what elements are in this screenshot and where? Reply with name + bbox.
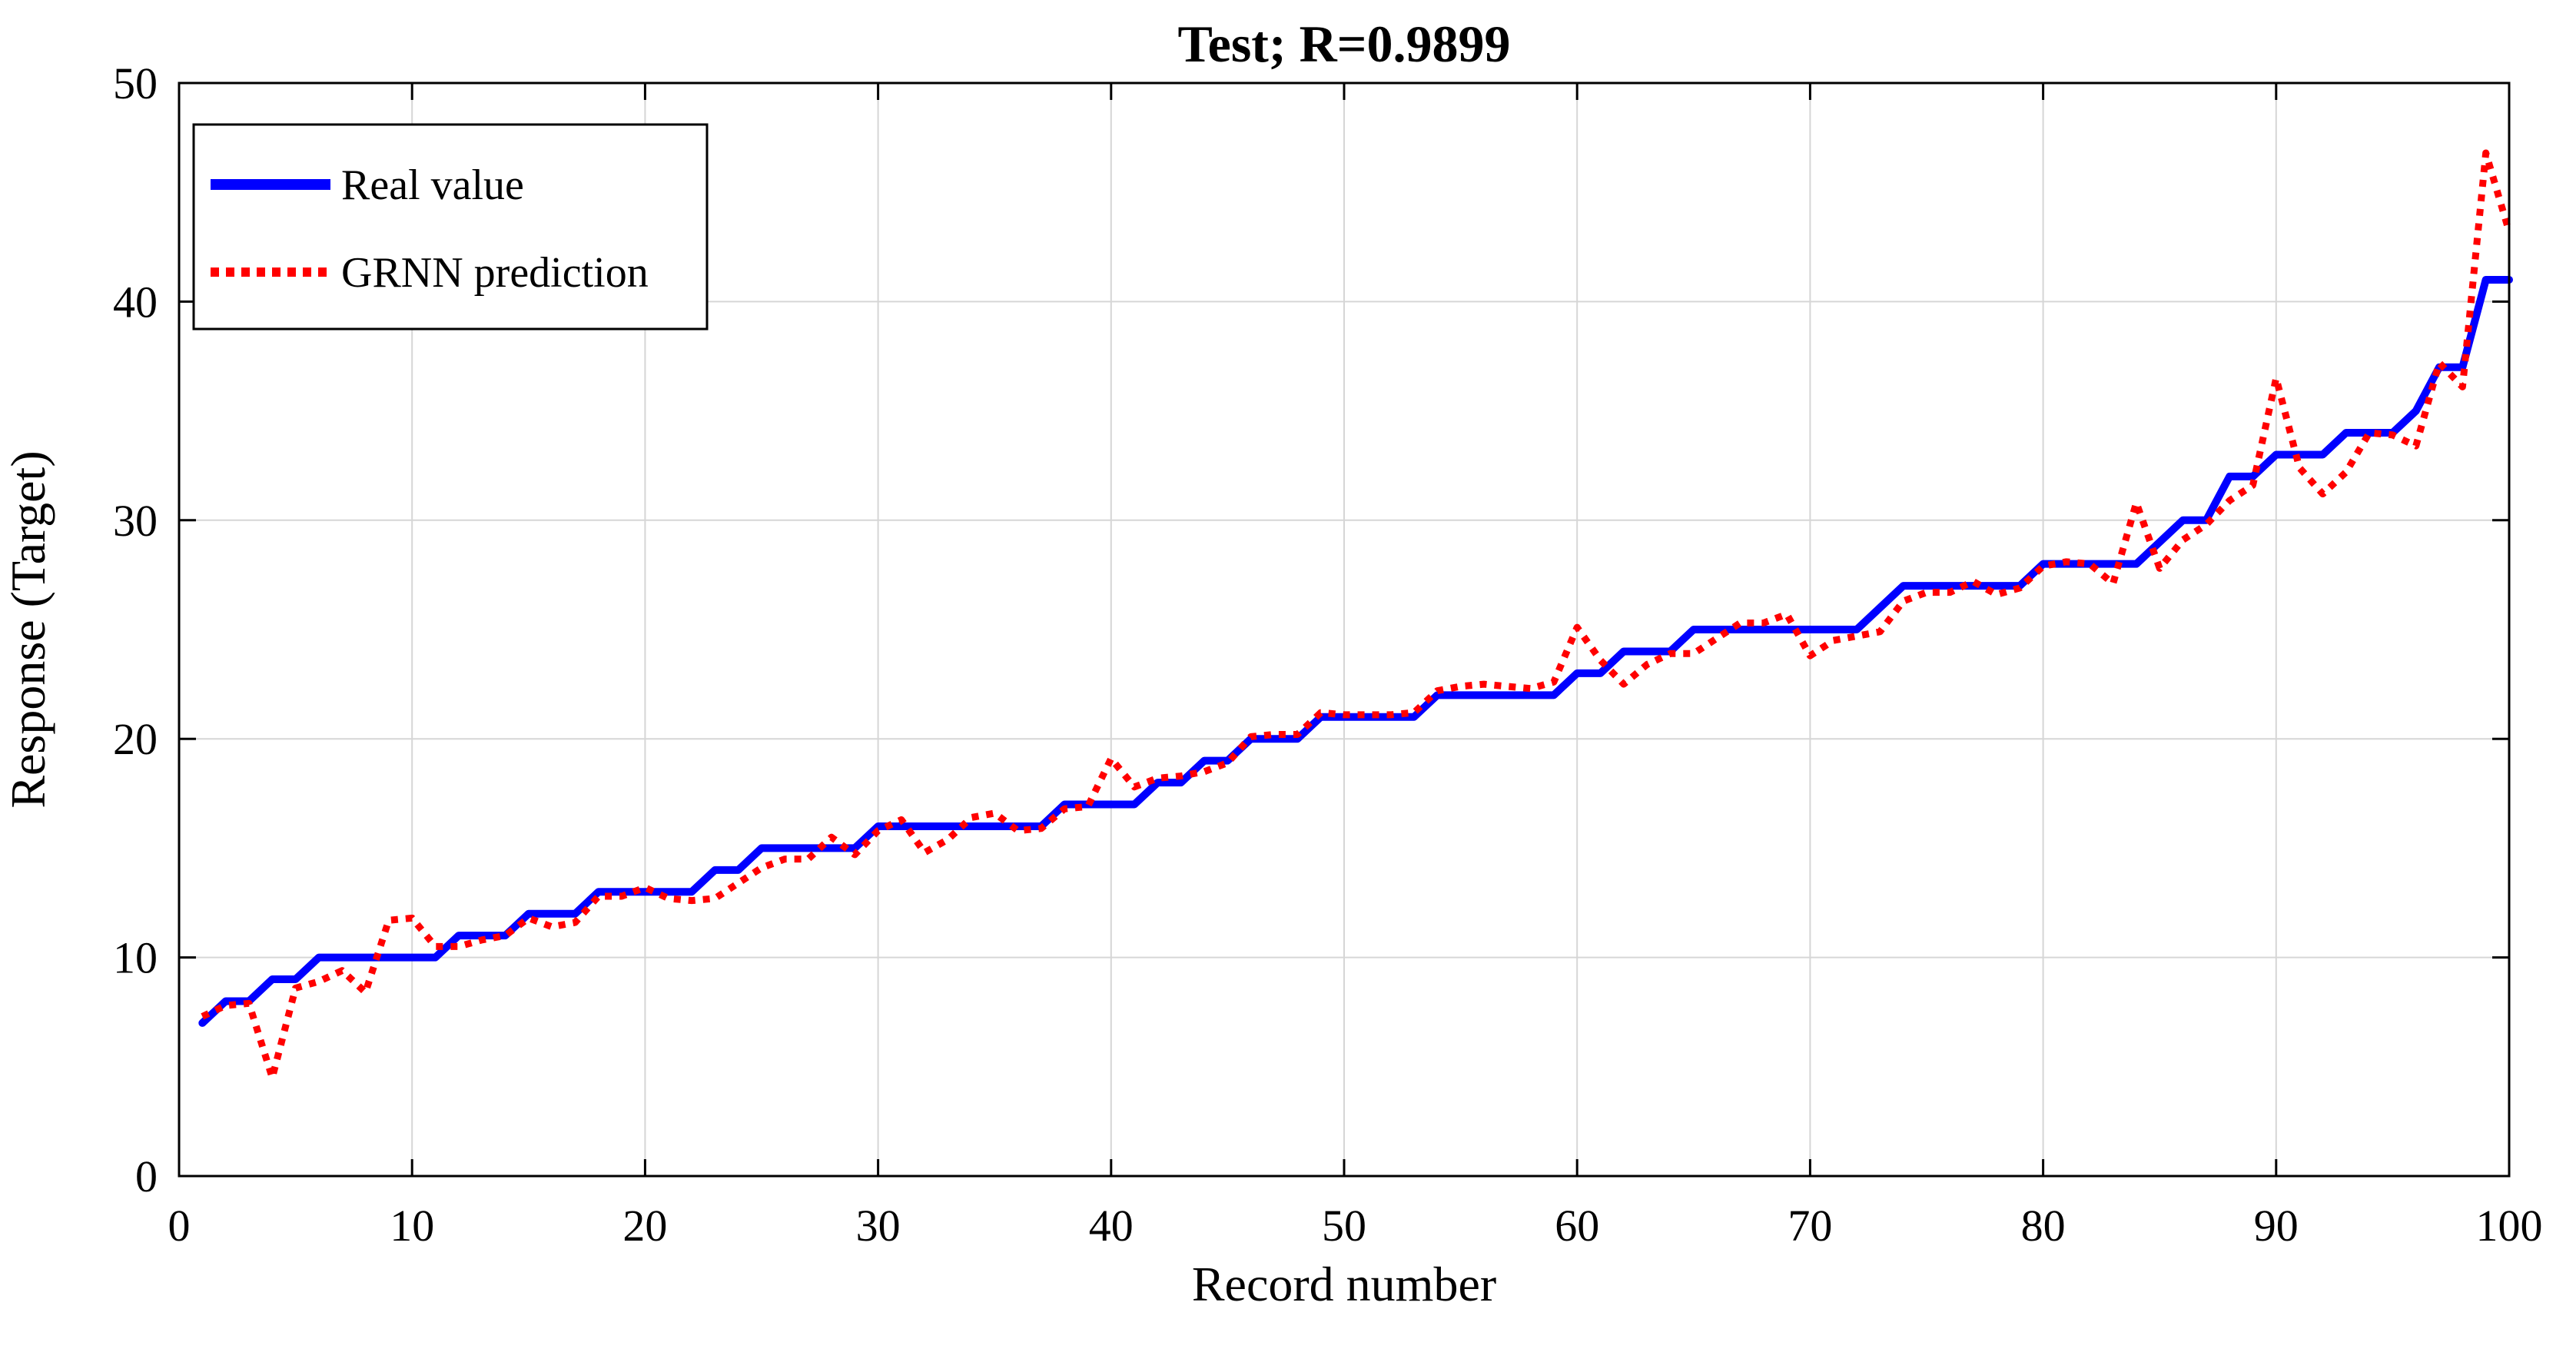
x-tick-label: 0 xyxy=(168,1201,191,1251)
y-axis-label: Response (Target) xyxy=(1,450,55,808)
x-tick-label: 40 xyxy=(1089,1201,1134,1251)
chart-title: Test; R=0.9899 xyxy=(1178,15,1511,73)
x-tick-label: 90 xyxy=(2254,1201,2299,1251)
y-tick-label: 30 xyxy=(113,496,158,546)
real-value-line xyxy=(198,275,2513,1027)
x-tick-label: 60 xyxy=(1555,1201,1599,1251)
y-tick-label: 20 xyxy=(113,714,158,764)
legend-real-value-label: Real value xyxy=(341,161,524,209)
y-tick-label: 50 xyxy=(113,58,158,108)
x-tick-label: 20 xyxy=(622,1201,667,1251)
y-tick-label: 0 xyxy=(135,1151,158,1201)
y-tick-label: 10 xyxy=(113,933,158,983)
x-tick-label: 30 xyxy=(856,1201,901,1251)
legend-grnn-prediction-label: GRNN prediction xyxy=(341,249,649,297)
y-tick-label: 40 xyxy=(113,277,158,327)
x-tick-label: 50 xyxy=(1322,1201,1366,1251)
x-tick-label: 70 xyxy=(1788,1201,1832,1251)
x-tick-label: 10 xyxy=(390,1201,434,1251)
x-tick-label: 80 xyxy=(2021,1201,2066,1251)
grnn-prediction-line xyxy=(201,149,2513,1082)
x-axis-label: Record number xyxy=(1192,1257,1496,1311)
x-tick-label: 100 xyxy=(2476,1201,2543,1251)
legend-box xyxy=(192,123,709,331)
